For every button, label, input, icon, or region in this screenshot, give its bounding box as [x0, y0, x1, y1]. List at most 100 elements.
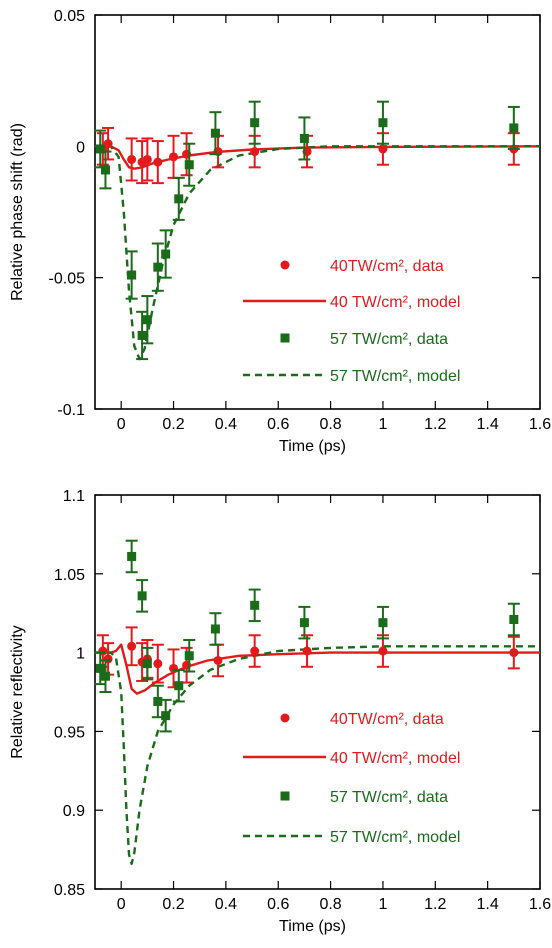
- data-point-57: [298, 605, 311, 640]
- circle-marker: [378, 646, 388, 656]
- data-point-57: [507, 602, 520, 637]
- data-point-57: [99, 150, 112, 190]
- data-point-57: [248, 100, 261, 145]
- data-point-57: [94, 651, 107, 686]
- data-point-57: [507, 105, 520, 150]
- square-marker: [184, 160, 194, 170]
- square-marker: [137, 330, 147, 340]
- y-tick-label: 0.95: [54, 724, 85, 741]
- x-tick-label: 0: [117, 416, 126, 433]
- x-tick-label: 1.4: [477, 896, 499, 913]
- y-axis-label: Relative reflectivity: [9, 625, 26, 758]
- data-point-57: [159, 698, 172, 733]
- data-point-57: [209, 612, 222, 646]
- legend-square-marker: [280, 333, 290, 343]
- square-marker: [299, 618, 309, 628]
- data-point-57: [94, 129, 107, 169]
- data-point-57: [141, 646, 154, 681]
- square-marker: [210, 624, 220, 634]
- y-tick-label: 1: [76, 646, 85, 663]
- data-point-40: [151, 643, 164, 684]
- circle-marker: [153, 157, 163, 167]
- x-tick-label: 1.2: [424, 416, 446, 433]
- model-curve-57: [95, 145, 540, 361]
- data-point-57: [183, 142, 196, 187]
- data-point-40: [212, 134, 225, 169]
- data-point-57: [136, 579, 149, 613]
- circle-marker: [213, 655, 223, 665]
- square-marker: [250, 118, 260, 128]
- circle-marker: [169, 663, 179, 673]
- legend-square-marker: [280, 791, 290, 801]
- square-marker: [509, 615, 519, 625]
- x-tick-label: 0.8: [319, 896, 341, 913]
- x-axis-label: Time (ps): [279, 438, 346, 455]
- square-marker: [142, 659, 152, 669]
- data-point-40: [507, 635, 520, 670]
- x-tick-label: 1: [378, 416, 387, 433]
- circle-marker: [250, 147, 260, 157]
- reflectivity-chart: 0 0.2 0.4 0.6 0.8 1 1.2 1.4 1.6 0.85 0.9 0.95 1 1.05 1…: [9, 488, 551, 935]
- square-marker: [174, 681, 184, 691]
- legend-label: 40 TW/cm², model: [330, 294, 460, 311]
- legend-label: 40TW/cm², data: [330, 258, 444, 275]
- data-point-40: [125, 626, 138, 667]
- legend-label: 57 TW/cm², data: [330, 789, 448, 806]
- square-marker: [127, 270, 137, 280]
- square-marker: [184, 651, 194, 661]
- y-axis-label: Relative phase shift (rad): [9, 123, 26, 301]
- phase-shift-chart: 0 0.2 0.4 0.6 0.8 1 1.2 1.4 1.6 -0.1 -0.05 0 0.05 Tim…: [9, 8, 551, 455]
- data-point-57: [376, 100, 389, 145]
- legend-circle-marker: [280, 713, 290, 723]
- legend-label: 40 TW/cm², model: [330, 750, 460, 767]
- square-marker: [378, 618, 388, 628]
- legend-label: 40TW/cm², data: [330, 711, 444, 728]
- square-marker: [95, 663, 105, 673]
- square-marker: [142, 315, 152, 325]
- square-marker: [299, 133, 309, 143]
- y-tick-label: 0.05: [54, 8, 85, 25]
- y-tick-label: 0.9: [63, 803, 85, 820]
- square-marker: [100, 671, 110, 681]
- data-point-57: [99, 659, 112, 693]
- legend-circle-marker: [280, 260, 290, 270]
- square-marker: [378, 118, 388, 128]
- data-point-40: [301, 634, 314, 668]
- circle-marker: [509, 648, 519, 658]
- x-tick-label: 1.4: [477, 416, 499, 433]
- data-point-57: [172, 668, 185, 703]
- data-point-57: [183, 638, 196, 673]
- x-tick-label: 0.2: [162, 416, 184, 433]
- square-marker: [153, 262, 163, 272]
- data-point-40: [151, 140, 164, 185]
- data-point-57: [141, 295, 154, 345]
- x-tick-label: 0.4: [215, 416, 237, 433]
- circle-marker: [153, 659, 163, 669]
- data-point-57: [248, 588, 261, 623]
- model-curve-40: [95, 145, 540, 170]
- circle-marker: [302, 646, 312, 656]
- data-point-57: [151, 242, 164, 292]
- x-tick-label: 1: [378, 896, 387, 913]
- data-point-40: [102, 126, 115, 161]
- data-point-40: [376, 634, 389, 668]
- legend-label: 57 TW/cm², data: [330, 331, 448, 348]
- data-point-57: [298, 116, 311, 161]
- circle-marker: [127, 641, 137, 651]
- legend-label: 57 TW/cm², model: [330, 829, 460, 846]
- square-marker: [509, 123, 519, 133]
- square-marker: [127, 551, 137, 561]
- square-marker: [174, 194, 184, 204]
- x-tick-label: 0.6: [267, 416, 289, 433]
- data-point-57: [376, 605, 389, 640]
- y-tick-label: 0: [76, 139, 85, 156]
- circle-marker: [250, 646, 260, 656]
- y-tick-label: -0.1: [57, 402, 85, 419]
- data-point-40: [167, 134, 180, 179]
- data-point-57: [136, 310, 149, 361]
- y-tick-label: 1.05: [54, 567, 85, 584]
- square-marker: [250, 600, 260, 610]
- data-point-40: [212, 643, 225, 678]
- square-marker: [100, 165, 110, 175]
- square-marker: [153, 696, 163, 706]
